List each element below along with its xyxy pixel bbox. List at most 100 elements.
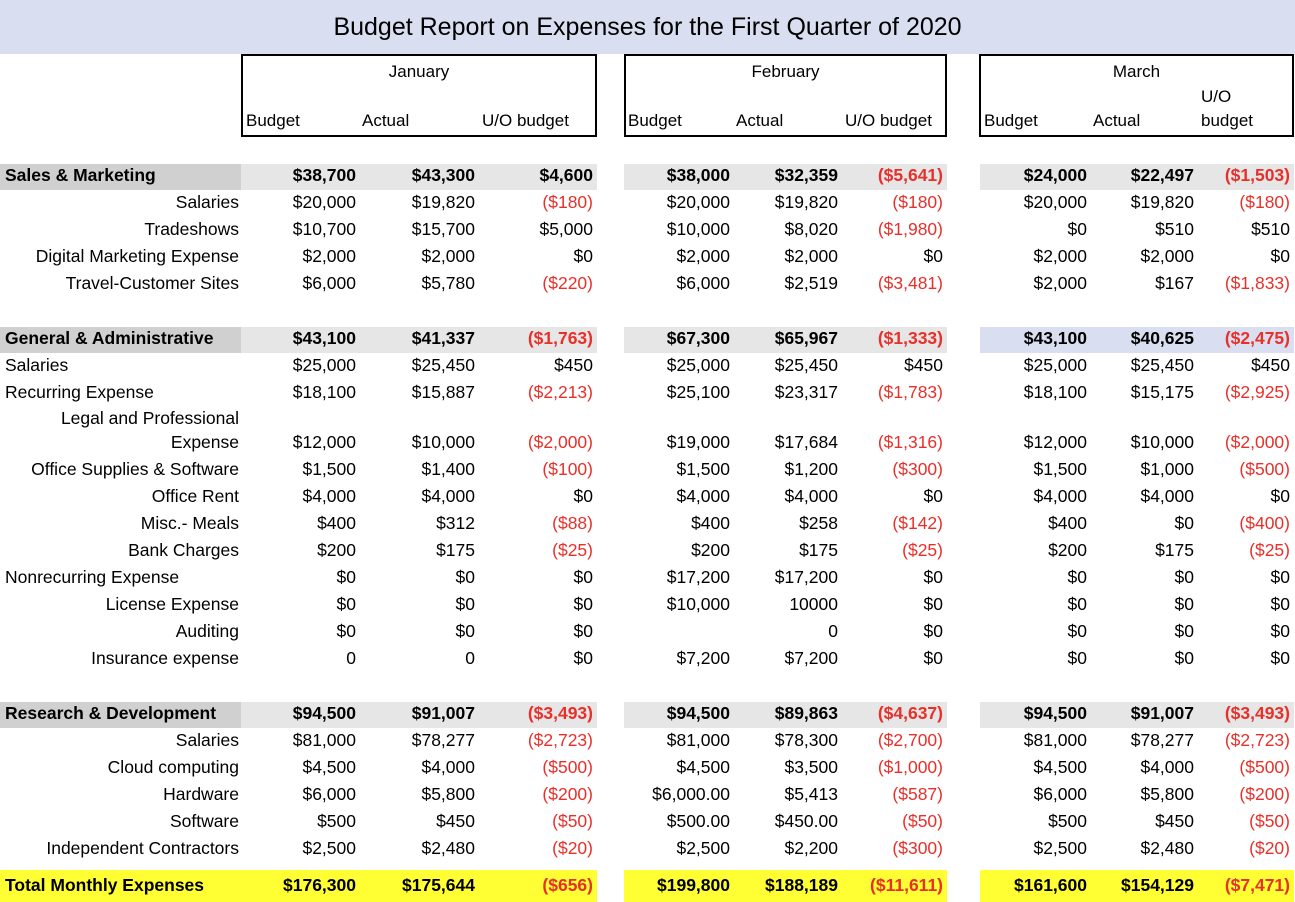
col-header-actual: Actual — [362, 111, 410, 130]
cell-uo-budget: ($20) — [552, 838, 593, 858]
table-row: Independent Contractors $2,500 $2,480 ($20)… — [0, 835, 1295, 862]
cell-actual: $0 — [1174, 567, 1194, 587]
cell-budget: $6,000 — [302, 273, 356, 293]
cell-actual: $2,480 — [421, 838, 475, 858]
row-label: Tradeshows — [144, 219, 239, 239]
cell-uo-budget: $0 — [573, 567, 593, 587]
table-row: Auditing $0 $0 $0 0 $0 $0 $0 $0 — [0, 618, 1295, 645]
cell-budget: $94,500 — [292, 703, 356, 723]
cell-budget: $25,000 — [1023, 355, 1087, 375]
table-row: Cloud computing $4,500 $4,000 ($500) $4,500 $… — [0, 754, 1295, 781]
cell-budget: $81,000 — [292, 730, 356, 750]
cell-uo-budget: ($3,493) — [527, 703, 593, 723]
cell-uo-budget: $0 — [1270, 246, 1290, 266]
cell-uo-budget: $4,600 — [539, 165, 593, 185]
table-row: Salaries $25,000 $25,450 $450 $25,000 $25,450… — [0, 352, 1295, 379]
cell-actual: $19,820 — [411, 192, 475, 212]
cell-budget: $200 — [317, 540, 356, 560]
table-row: Digital Marketing Expense $2,000 $2,000 $0 $… — [0, 243, 1295, 270]
cell-actual: 0 — [828, 621, 838, 641]
cell-budget: $161,600 — [1014, 875, 1087, 895]
row-label: Digital Marketing Expense — [35, 246, 239, 266]
total-row: Total Monthly Expenses $176,300 $175,644 ($… — [0, 872, 1295, 899]
report-title: Budget Report on Expenses for the First … — [0, 0, 1295, 54]
cell-uo-budget: ($180) — [542, 192, 593, 212]
cell-uo-budget: ($88) — [552, 513, 593, 533]
row-label: Total Monthly Expenses — [5, 875, 205, 895]
row-label: Office Supplies & Software — [31, 459, 239, 479]
cell-budget: $38,000 — [666, 165, 730, 185]
cell-budget: $94,500 — [666, 703, 730, 723]
cell-actual: $78,277 — [1130, 730, 1194, 750]
row-label: General & Administrative — [5, 328, 214, 348]
cell-budget: 0 — [346, 648, 356, 668]
category-row: General & Administrative $43,100 $41,337 ($… — [0, 325, 1295, 352]
cell-budget: $20,000 — [1023, 192, 1087, 212]
row-highlight-band — [0, 164, 241, 190]
cell-uo-budget: ($25) — [552, 540, 593, 560]
cell-uo-budget: $0 — [1270, 486, 1290, 506]
cell-uo-budget: ($100) — [542, 459, 593, 479]
cell-actual: $154,129 — [1121, 875, 1194, 895]
month-january: January — [388, 62, 450, 81]
col-header-uo-budget: U/O budget — [482, 111, 569, 130]
cell-uo-budget: ($3,493) — [1224, 703, 1290, 723]
february-header-box — [624, 54, 947, 137]
cell-actual: $5,780 — [421, 273, 475, 293]
col-header-budget: Budget — [984, 111, 1038, 130]
cell-actual: $1,200 — [784, 459, 838, 479]
row-highlight-band — [624, 870, 947, 902]
cell-budget: $0 — [1067, 219, 1087, 239]
cell-budget: $6,000 — [302, 784, 356, 804]
row-label: Hardware — [163, 784, 239, 804]
cell-uo-budget: $0 — [923, 567, 943, 587]
cell-uo-budget: ($400) — [1239, 513, 1290, 533]
cell-budget: $2,000 — [1033, 273, 1087, 293]
cell-actual: $0 — [455, 621, 475, 641]
cell-uo-budget: $0 — [1270, 567, 1290, 587]
category-row: Sales & Marketing $38,700 $43,300 $4,600 $38… — [0, 162, 1295, 189]
cell-uo-budget: ($2,723) — [1224, 730, 1290, 750]
cell-actual: $43,300 — [411, 165, 475, 185]
cell-budget: $2,000 — [302, 246, 356, 266]
cell-actual: $175,644 — [402, 875, 475, 895]
cell-uo-budget: $0 — [923, 648, 943, 668]
cell-uo-budget: $5,000 — [539, 219, 593, 239]
cell-budget: $10,000 — [666, 594, 730, 614]
cell-actual: $22,497 — [1130, 165, 1194, 185]
cell-budget: $12,000 — [1023, 432, 1087, 452]
cell-actual: $2,200 — [784, 838, 838, 858]
cell-budget: $0 — [1067, 648, 1087, 668]
cell-budget: $18,100 — [1023, 382, 1087, 402]
row-highlight-band — [980, 870, 1294, 902]
cell-budget: $81,000 — [1023, 730, 1087, 750]
cell-uo-budget: ($1,980) — [877, 219, 943, 239]
cell-uo-budget: ($500) — [542, 757, 593, 777]
cell-actual: $4,000 — [784, 486, 838, 506]
cell-uo-budget: ($2,000) — [527, 432, 593, 452]
cell-uo-budget: ($1,503) — [1224, 165, 1290, 185]
cell-budget: $43,100 — [1023, 328, 1087, 348]
row-label: Salaries — [175, 730, 239, 750]
row-label: Auditing — [175, 621, 239, 641]
cell-uo-budget: ($500) — [1239, 757, 1290, 777]
row-label: License Expense — [105, 594, 239, 614]
col-header-actual: Actual — [1093, 111, 1141, 130]
cell-uo-budget: ($3,481) — [877, 273, 943, 293]
cell-budget: $6,000 — [1033, 784, 1087, 804]
cell-budget: $400 — [691, 513, 730, 533]
cell-actual: $2,519 — [784, 273, 838, 293]
cell-uo-budget: ($2,000) — [1224, 432, 1290, 452]
cell-budget: $4,500 — [302, 757, 356, 777]
row-highlight-band — [980, 702, 1294, 728]
table-row: Software $500 $450 ($50) $500.00 $450.00 ($50)… — [0, 808, 1295, 835]
row-label: Legal and Professional — [60, 408, 239, 428]
table-row: Nonrecurring Expense $0 $0 $0 $17,200 $17,200… — [0, 564, 1295, 591]
cell-budget: $19,000 — [666, 432, 730, 452]
cell-actual: $510 — [1155, 219, 1194, 239]
cell-uo-budget: ($300) — [892, 838, 943, 858]
cell-uo-budget: ($4,637) — [877, 703, 943, 723]
cell-actual: $15,175 — [1130, 382, 1194, 402]
cell-budget: $0 — [336, 621, 356, 641]
cell-uo-budget: ($1,763) — [527, 328, 593, 348]
